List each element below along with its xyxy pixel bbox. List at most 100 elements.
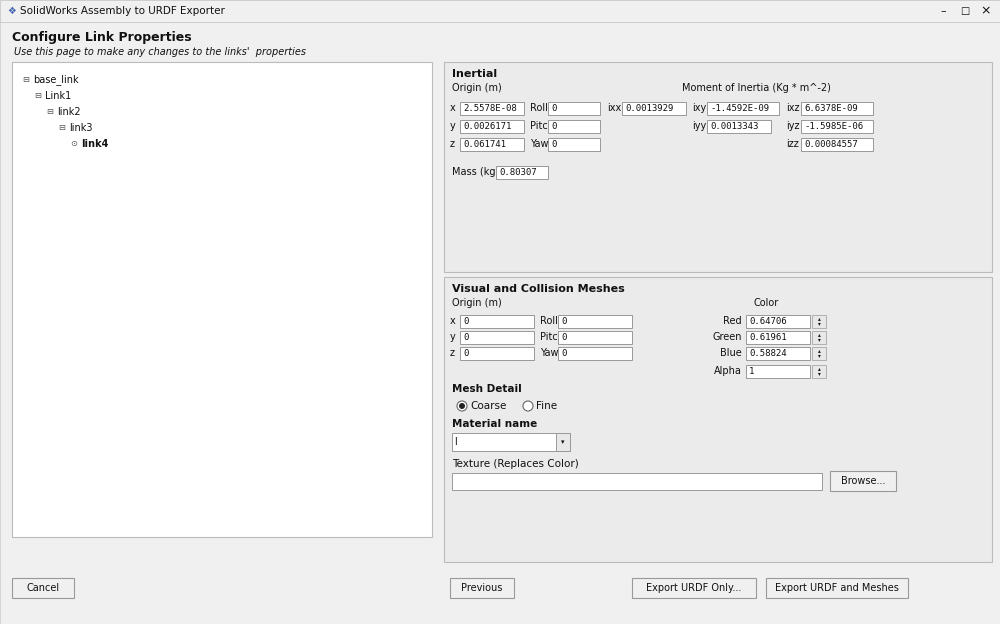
Text: Color: Color <box>754 298 779 308</box>
Text: Green: Green <box>712 332 742 342</box>
Text: Previous: Previous <box>461 583 503 593</box>
Text: 0: 0 <box>463 349 468 358</box>
Text: Roll: Roll <box>540 316 558 326</box>
FancyBboxPatch shape <box>452 433 570 451</box>
FancyBboxPatch shape <box>0 0 1000 22</box>
Text: 0: 0 <box>561 349 566 358</box>
Text: Mesh Detail: Mesh Detail <box>452 384 522 394</box>
Text: 0: 0 <box>561 317 566 326</box>
Text: 0.0013929: 0.0013929 <box>625 104 673 113</box>
Text: Yaw: Yaw <box>530 139 548 149</box>
Text: ×: × <box>980 4 990 17</box>
Text: Texture (Replaces Color): Texture (Replaces Color) <box>452 459 579 469</box>
Text: Pitch: Pitch <box>530 121 554 131</box>
Text: 0.0013343: 0.0013343 <box>710 122 758 131</box>
Text: y: y <box>450 332 456 342</box>
Text: Material name: Material name <box>452 419 537 429</box>
Text: Yaw: Yaw <box>540 348 558 358</box>
FancyBboxPatch shape <box>548 120 600 133</box>
Text: izz: izz <box>786 139 799 149</box>
Text: -1.4592E-09: -1.4592E-09 <box>710 104 769 113</box>
Text: x: x <box>450 103 456 113</box>
Text: 0.58824: 0.58824 <box>749 349 787 358</box>
Text: 0.00084557: 0.00084557 <box>804 140 858 149</box>
Text: –: – <box>940 6 946 16</box>
Text: 0: 0 <box>463 317 468 326</box>
FancyBboxPatch shape <box>460 102 524 115</box>
Text: Use this page to make any changes to the links'  properties: Use this page to make any changes to the… <box>14 47 306 57</box>
Text: Export URDF and Meshes: Export URDF and Meshes <box>775 583 899 593</box>
Text: l: l <box>454 437 457 447</box>
Circle shape <box>459 403 465 409</box>
Text: Alpha: Alpha <box>714 366 742 376</box>
Text: 0: 0 <box>463 333 468 342</box>
Text: 0.61961: 0.61961 <box>749 333 787 342</box>
Text: x: x <box>450 316 456 326</box>
FancyBboxPatch shape <box>460 347 534 360</box>
FancyBboxPatch shape <box>444 62 992 272</box>
Text: Coarse: Coarse <box>470 401 506 411</box>
Text: 0.061741: 0.061741 <box>463 140 506 149</box>
FancyBboxPatch shape <box>452 473 822 490</box>
Text: 0: 0 <box>551 122 556 131</box>
Text: ⊟: ⊟ <box>46 107 53 117</box>
Text: ▴: ▴ <box>818 348 820 353</box>
Text: ixz: ixz <box>786 103 800 113</box>
Circle shape <box>457 401 467 411</box>
Text: Moment of Inertia (Kg * m^-2): Moment of Inertia (Kg * m^-2) <box>682 83 831 93</box>
FancyBboxPatch shape <box>812 315 826 328</box>
FancyBboxPatch shape <box>830 471 896 491</box>
Text: Visual and Collision Meshes: Visual and Collision Meshes <box>452 284 625 294</box>
Text: iyy: iyy <box>692 121 706 131</box>
Text: ❖: ❖ <box>7 6 16 16</box>
Text: link2: link2 <box>57 107 81 117</box>
Text: 0.0026171: 0.0026171 <box>463 122 511 131</box>
Text: z: z <box>450 139 455 149</box>
FancyBboxPatch shape <box>746 347 810 360</box>
FancyBboxPatch shape <box>746 315 810 328</box>
FancyBboxPatch shape <box>558 315 632 328</box>
FancyBboxPatch shape <box>460 138 524 151</box>
FancyBboxPatch shape <box>707 120 771 133</box>
FancyBboxPatch shape <box>12 578 74 598</box>
FancyBboxPatch shape <box>766 578 908 598</box>
Text: link4: link4 <box>81 139 108 149</box>
Text: Mass (kg): Mass (kg) <box>452 167 499 177</box>
FancyBboxPatch shape <box>812 331 826 344</box>
FancyBboxPatch shape <box>12 62 432 537</box>
Text: Pitch: Pitch <box>540 332 564 342</box>
Text: Inertial: Inertial <box>452 69 497 79</box>
FancyBboxPatch shape <box>460 120 524 133</box>
Text: ▾: ▾ <box>561 439 565 445</box>
Text: ▾: ▾ <box>818 354 820 359</box>
FancyBboxPatch shape <box>548 138 600 151</box>
FancyBboxPatch shape <box>801 120 873 133</box>
Text: ⊙: ⊙ <box>70 140 77 149</box>
Circle shape <box>523 401 533 411</box>
Text: ixx: ixx <box>607 103 621 113</box>
FancyBboxPatch shape <box>556 433 570 451</box>
Text: □: □ <box>960 6 969 16</box>
FancyBboxPatch shape <box>812 347 826 360</box>
Text: 0.80307: 0.80307 <box>499 168 537 177</box>
Text: link3: link3 <box>69 123 92 133</box>
FancyBboxPatch shape <box>812 365 826 378</box>
Text: ▾: ▾ <box>818 338 820 343</box>
FancyBboxPatch shape <box>632 578 756 598</box>
FancyBboxPatch shape <box>548 102 600 115</box>
FancyBboxPatch shape <box>746 365 810 378</box>
Text: 0: 0 <box>551 104 556 113</box>
Text: Red: Red <box>723 316 742 326</box>
Text: ⊟: ⊟ <box>58 124 65 132</box>
Text: ixy: ixy <box>692 103 706 113</box>
Text: ▾: ▾ <box>818 321 820 326</box>
FancyBboxPatch shape <box>460 331 534 344</box>
Text: base_link: base_link <box>33 74 79 85</box>
FancyBboxPatch shape <box>460 315 534 328</box>
Text: Blue: Blue <box>720 348 742 358</box>
Text: Configure Link Properties: Configure Link Properties <box>12 31 192 44</box>
FancyBboxPatch shape <box>801 102 873 115</box>
Text: SolidWorks Assembly to URDF Exporter: SolidWorks Assembly to URDF Exporter <box>20 6 225 16</box>
Text: Origin (m): Origin (m) <box>452 83 502 93</box>
Text: Browse...: Browse... <box>841 476 885 486</box>
